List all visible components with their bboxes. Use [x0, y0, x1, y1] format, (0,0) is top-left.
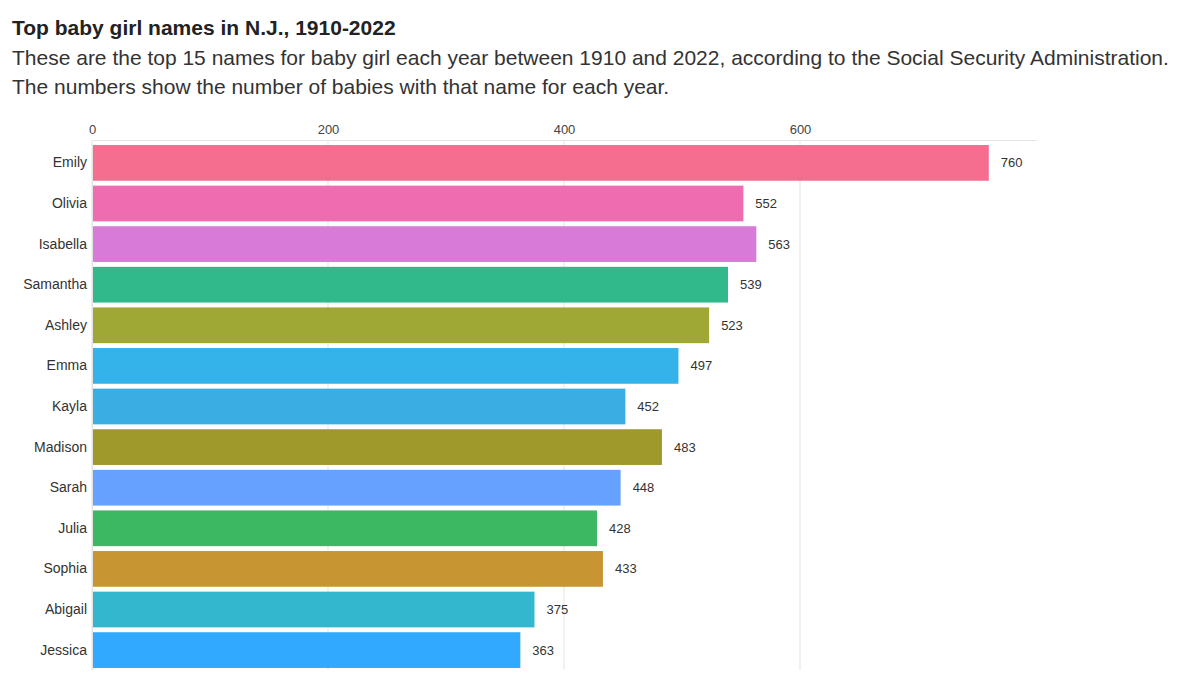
- y-tick: Kayla: [52, 398, 92, 414]
- y-tick: Sarah: [50, 479, 92, 495]
- y-tick-label: Emily: [53, 154, 87, 170]
- y-tick: Isabella: [39, 236, 92, 252]
- bar: [92, 470, 621, 506]
- data-label: 539: [740, 277, 762, 292]
- bar: [92, 226, 756, 262]
- data-label: 523: [721, 318, 743, 333]
- y-tick: Samantha: [23, 276, 92, 292]
- title: Top baby girl names in N.J., 1910-2022: [12, 16, 396, 39]
- y-tick-label: Kayla: [52, 398, 87, 414]
- data-label: 428: [609, 521, 631, 536]
- y-tick-label: Isabella: [39, 236, 87, 252]
- y-tick: Jessica: [40, 642, 92, 658]
- y-tick: Julia: [58, 520, 92, 536]
- y-tick: Emma: [47, 357, 92, 373]
- data-label: 375: [547, 602, 569, 617]
- data-label: 497: [690, 358, 712, 373]
- y-tick-label: Sophia: [43, 560, 87, 576]
- x-tick-label: 0: [89, 122, 96, 137]
- y-tick-label: Julia: [58, 520, 87, 536]
- y-tick-label: Ashley: [45, 317, 87, 333]
- x-axis: 0 200 400 600: [89, 122, 1037, 141]
- x-tick-label: 400: [554, 122, 576, 137]
- y-tick: Ashley: [45, 317, 92, 333]
- bar: [92, 186, 743, 222]
- y-axis-line: [92, 144, 93, 671]
- y-tick: Sophia: [43, 560, 92, 576]
- y-tick-label: Sarah: [50, 479, 87, 495]
- y-tick-label: Jessica: [40, 642, 87, 658]
- y-tick: Emily: [53, 154, 92, 170]
- x-tick: 400: [554, 122, 576, 140]
- bar: [92, 429, 662, 465]
- data-label: 433: [615, 561, 637, 576]
- y-tick: Olivia: [52, 195, 92, 211]
- y-tick-label: Samantha: [23, 276, 87, 292]
- grid: [92, 140, 800, 670]
- bar: [92, 592, 535, 628]
- data-label: 448: [633, 480, 655, 495]
- bar: [92, 307, 709, 343]
- x-axis-line: [93, 140, 1037, 141]
- data-label: 563: [768, 237, 790, 252]
- y-tick-label: Madison: [34, 439, 87, 455]
- x-tick: 600: [790, 122, 812, 140]
- bars: [92, 145, 989, 668]
- x-tick: 0: [89, 122, 96, 140]
- bar: [92, 145, 989, 181]
- data-label: 760: [1001, 155, 1023, 170]
- bar: [92, 510, 597, 546]
- data-labels: 760 552 563 539 523 497 452 483 448 428 433 375 363: [532, 155, 1022, 657]
- subtitle-line: The numbers show the number of babies wi…: [12, 75, 669, 98]
- bar: [92, 389, 625, 425]
- grid-line: [800, 140, 801, 670]
- y-tick-label: Abigail: [45, 601, 87, 617]
- y-axis: Emily Olivia Isabella Samantha Ashley Emma Kay…: [23, 144, 92, 671]
- subtitle: These are the top 15 names for baby girl…: [12, 46, 1169, 98]
- subtitle-line: These are the top 15 names for baby girl…: [12, 46, 1169, 69]
- y-tick-label: Emma: [47, 357, 88, 373]
- x-tick-label: 200: [318, 122, 340, 137]
- data-label: 452: [637, 399, 659, 414]
- y-tick: Madison: [34, 439, 92, 455]
- x-tick-label: 600: [790, 122, 812, 137]
- bar: [92, 551, 603, 587]
- y-tick-label: Olivia: [52, 195, 87, 211]
- y-tick: Abigail: [45, 601, 92, 617]
- data-label: 483: [674, 440, 696, 455]
- bar: [92, 267, 728, 303]
- data-label: 363: [532, 643, 554, 658]
- bar: [92, 348, 678, 384]
- data-label: 552: [755, 196, 777, 211]
- bar: [92, 632, 520, 668]
- x-tick: 200: [318, 122, 340, 140]
- grid-line: [92, 140, 93, 670]
